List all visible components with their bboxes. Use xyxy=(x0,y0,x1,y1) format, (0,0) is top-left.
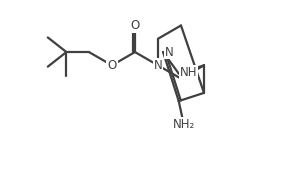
Text: NH: NH xyxy=(180,66,197,79)
Text: O: O xyxy=(107,59,117,72)
Text: N: N xyxy=(165,45,174,58)
Text: NH₂: NH₂ xyxy=(172,118,195,131)
Text: N: N xyxy=(154,59,162,72)
Text: O: O xyxy=(130,19,140,32)
